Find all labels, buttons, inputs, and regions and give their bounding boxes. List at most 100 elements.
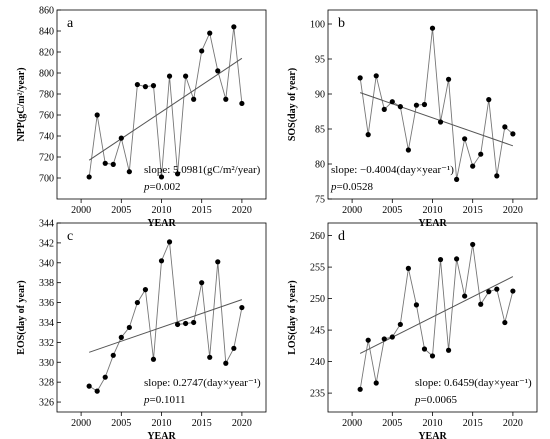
x-tick-label: 2010 [152,205,172,216]
x-tick-label: 2010 [423,418,443,429]
data-point [191,96,197,102]
y-tick-label: 100 [310,20,325,31]
data-point [191,319,197,326]
x-tick-label: 2000 [342,418,362,429]
data-point [86,383,92,389]
p-value-annotation: p=0.0528 [330,181,373,193]
data-point [118,334,124,340]
data-point [437,256,444,263]
data-point [437,119,444,125]
x-tick-label: 2020 [503,205,523,216]
data-point [421,346,428,352]
panel-letter: d [338,229,345,244]
x-tick-label: 2010 [423,205,443,216]
data-point [478,301,484,307]
data-point [158,174,165,180]
y-tick-label: 326 [39,398,54,409]
data-point [102,160,108,166]
data-point [502,319,508,326]
slope-annotation: slope: 0.6459(day×year⁻¹) [415,377,532,389]
data-point [231,345,237,351]
data-point [397,321,403,328]
x-tick-label: 2005 [382,205,402,216]
x-tick-label: 2020 [232,418,252,429]
y-tick-label: 342 [39,238,54,249]
y-tick-label: 780 [39,90,54,101]
data-point [405,265,411,271]
data-point [373,73,379,79]
data-point [470,163,476,169]
data-point [413,302,420,308]
data-point [486,97,492,103]
data-point [445,347,452,353]
data-point [357,75,363,81]
series-line [359,244,514,390]
data-point [373,380,379,386]
panel-letter: b [338,16,345,31]
y-tick-label: 240 [310,357,325,368]
y-tick-label: 260 [310,231,325,242]
data-point [183,320,189,327]
slope-annotation: slope: 0.2747(day×year⁻¹) [144,377,261,389]
y-tick-label: 338 [39,278,54,289]
data-point [413,102,420,108]
data-point [494,173,500,179]
p-value-annotation: p=0.1011 [143,394,186,406]
y-tick-label: 245 [310,326,325,337]
data-point [389,99,395,105]
data-point [118,135,124,141]
data-point [445,76,452,82]
data-point [397,104,403,110]
data-point [389,334,395,340]
data-point [223,360,229,366]
slope-annotation: slope: 5.0981(gC/m²/year) [144,164,261,176]
data-point [478,151,484,157]
y-tick-label: 255 [310,263,325,274]
data-point [150,83,157,89]
y-tick-label: 95 [315,55,325,66]
x-tick-label: 2015 [192,418,212,429]
x-axis-label: YEAR [147,431,176,439]
y-tick-label: 332 [39,338,54,349]
data-point [454,176,460,182]
data-point [365,337,371,343]
y-tick-label: 80 [315,160,325,171]
p-value-annotation: p=0.002 [143,181,180,193]
data-point [166,239,173,245]
panel-c: 2000 2005 2010 2015 2020 326 328 330 332 334 336 33… [16,219,267,439]
data-point [166,73,173,79]
data-point [239,100,245,107]
data-point [510,288,516,294]
data-point [207,30,213,36]
y-tick-label: 720 [39,153,54,164]
y-tick-label: 740 [39,132,54,143]
data-point [462,136,468,142]
y-tick-label: 800 [39,69,54,80]
trend-line [359,92,514,147]
data-point [207,354,213,360]
data-point [126,169,132,175]
x-tick-label: 2005 [382,418,402,429]
data-point [134,299,140,306]
slope-annotation: slope: −0.4004(day×year⁻¹) [331,164,454,176]
y-tick-label: 344 [39,219,54,230]
panel-d: 2000 2005 2010 2015 2020 235 240 245 250 255 260 YE… [287,222,538,439]
data-point [429,353,436,359]
data-point [405,147,411,153]
data-point [142,84,149,90]
data-point [223,96,229,102]
data-point [94,388,100,394]
trend-line [88,57,243,161]
y-tick-label: 330 [39,358,54,369]
data-point [421,101,428,108]
x-tick-label: 2015 [192,205,212,216]
x-tick-label: 2000 [71,418,91,429]
y-tick-label: 334 [39,318,54,329]
y-tick-label: 340 [39,258,54,269]
y-tick-label: 90 [315,90,325,101]
x-tick-label: 2020 [232,205,252,216]
y-tick-label: 820 [39,48,54,59]
x-tick-label: 2010 [152,418,172,429]
panel-b: 2000 2005 2010 2015 2020 75 80 85 90 95 100 YEAR SOS… [287,9,538,229]
y-tick-label: 840 [39,27,54,38]
